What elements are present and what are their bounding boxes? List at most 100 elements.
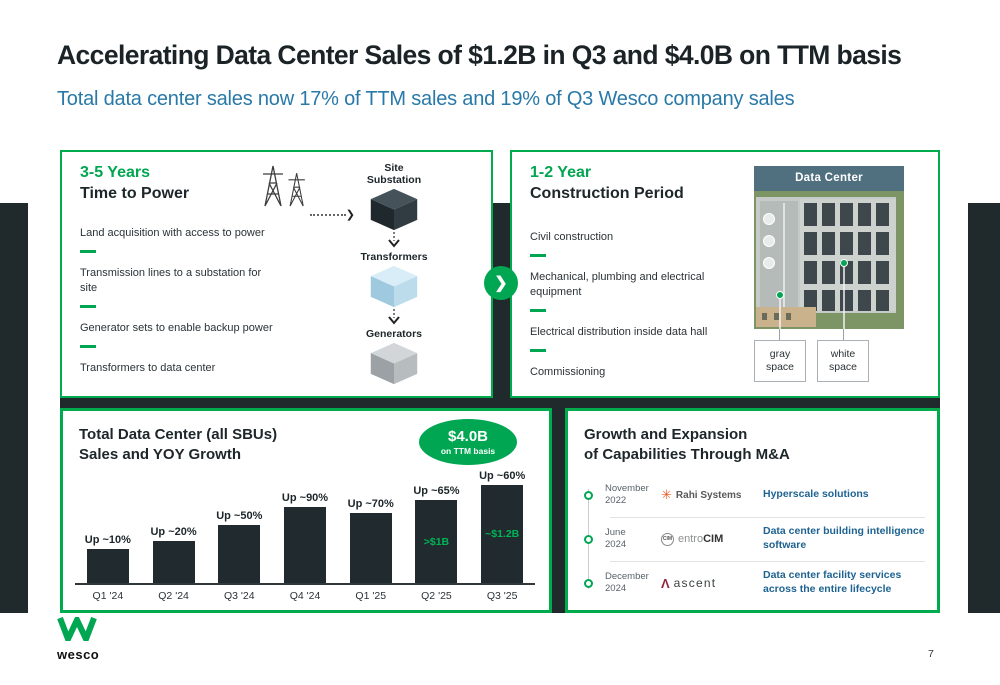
transformers-label: Transformers bbox=[360, 251, 428, 264]
construction-steps: Civil construction Mechanical, plumbing … bbox=[530, 230, 730, 379]
generators-icon bbox=[370, 343, 418, 385]
wesco-logo: wesco bbox=[57, 612, 99, 662]
callout-line bbox=[779, 329, 780, 340]
gray-space-text: gray space bbox=[765, 348, 795, 373]
ascent-mark-icon: Λ bbox=[661, 575, 670, 591]
step-item: Land acquisition with access to power bbox=[80, 227, 265, 239]
panel-sales-chart: Total Data Center (all SBUs) Sales and Y… bbox=[60, 408, 552, 613]
entrocim-logo: CIM entro CIM bbox=[661, 532, 763, 546]
bar bbox=[218, 525, 261, 583]
bar-column: Up ~50% bbox=[206, 510, 272, 583]
growth-label: Up ~10% bbox=[84, 534, 131, 546]
step-divider bbox=[80, 345, 96, 349]
page-number: 7 bbox=[928, 648, 934, 660]
ma-row-entrocim: June 2024 CIM entro CIM Data center build… bbox=[584, 517, 925, 561]
chevron-down-icon bbox=[388, 232, 400, 248]
bar bbox=[86, 549, 129, 583]
ma-date-year: 2024 bbox=[605, 583, 627, 594]
x-axis-label: Q1 '24 bbox=[92, 590, 124, 602]
bar-column: Up ~90% bbox=[272, 492, 338, 583]
data-center-image-header: Data Center bbox=[754, 166, 904, 191]
ttm-badge-value: $4.0B bbox=[447, 427, 489, 445]
growth-label: Up ~50% bbox=[216, 510, 263, 522]
ma-title: Growth and Expansion of Capabilities Thr… bbox=[584, 425, 790, 466]
entrocim-logo-text-light: entro bbox=[678, 533, 704, 545]
time-to-power-steps: Land acquisition with access to power Tr… bbox=[80, 226, 278, 375]
ttm-badge-caption: on TTM basis bbox=[440, 445, 496, 456]
ma-date-month: November bbox=[605, 482, 649, 494]
x-axis-label: Q2 '24 bbox=[158, 590, 189, 602]
ma-date: June 2024 bbox=[605, 527, 661, 552]
bar-column: Up ~70% bbox=[338, 498, 404, 583]
x-axis-label: Q1 '25 bbox=[355, 590, 387, 602]
chart-title-line1: Total Data Center (all SBUs) bbox=[79, 426, 278, 443]
ma-date-year: 2024 bbox=[605, 539, 627, 550]
growth-label: Up ~65% bbox=[413, 485, 460, 497]
white-space-label: white space bbox=[817, 340, 869, 382]
timeline-dot-icon bbox=[584, 534, 593, 544]
bar bbox=[284, 507, 327, 583]
ma-title-line2: of Capabilities Through M&A bbox=[584, 446, 790, 464]
growth-label: Up ~90% bbox=[281, 492, 329, 504]
gray-space-label: gray space bbox=[754, 340, 806, 382]
ma-date: November 2022 bbox=[605, 483, 661, 508]
ascent-logo-text: ascent bbox=[673, 576, 717, 590]
timeline-dot-icon bbox=[584, 578, 593, 588]
bar-annotation: >$1B bbox=[423, 535, 450, 548]
x-axis-labels: Q1 '24 Q2 '24 Q3 '24 Q4 '24 Q1 '25 Q2 '2… bbox=[75, 590, 535, 602]
ma-row-rahi: November 2022 ✳ Rahi Systems Hyperscale … bbox=[584, 473, 925, 517]
growth-label: Up ~70% bbox=[347, 498, 394, 510]
cim-circle-icon: CIM bbox=[661, 532, 674, 546]
page-subtitle: Total data center sales now 17% of TTM s… bbox=[57, 88, 795, 110]
chevron-down-icon bbox=[388, 309, 400, 325]
step-item: Electrical distribution inside data hall bbox=[530, 325, 708, 338]
callout-line bbox=[843, 329, 844, 340]
step-item: Mechanical, plumbing and electrical equi… bbox=[530, 271, 705, 298]
bar-column: Up ~10% bbox=[75, 534, 141, 583]
step-divider bbox=[530, 349, 546, 353]
bar-annotation: ~$1.2B bbox=[485, 528, 520, 540]
construction-duration: 1-2 Year bbox=[530, 164, 592, 181]
transformers-icon bbox=[370, 266, 418, 308]
growth-label: Up ~20% bbox=[150, 526, 197, 538]
site-substation-icon bbox=[370, 188, 418, 231]
x-axis-label: Q2 '25 bbox=[421, 590, 452, 602]
bar: >$1B bbox=[415, 500, 458, 583]
bar-chart: Up ~10% Up ~20% Up ~50% Up ~90% Up ~70% … bbox=[75, 469, 535, 585]
ma-date-month: December bbox=[605, 570, 649, 582]
ma-row-ascent: December 2024 Λ ascent Data center facil… bbox=[584, 561, 925, 605]
timeline-dot-icon bbox=[584, 490, 593, 500]
growth-label: Up ~60% bbox=[479, 470, 526, 482]
panel-construction-period: 1-2 Year Construction Period Civil const… bbox=[510, 150, 940, 398]
chevron-right-glyph: ❯ bbox=[494, 275, 508, 292]
step-divider bbox=[530, 308, 546, 312]
ascent-logo: Λ ascent bbox=[661, 576, 763, 591]
ma-date-month: June bbox=[605, 526, 626, 538]
step-item: Generator sets to enable backup power bbox=[80, 321, 273, 334]
generators-label: Generators bbox=[365, 328, 423, 341]
bar: ~$1.2B bbox=[481, 485, 524, 583]
ma-timeline: November 2022 ✳ Rahi Systems Hyperscale … bbox=[584, 473, 925, 605]
bar-column: Up ~65% >$1B bbox=[404, 485, 470, 583]
bar-column: Up ~60% ~$1.2B bbox=[469, 470, 535, 583]
site-substation-label: Site Substation bbox=[366, 162, 422, 187]
ma-description: Data center building intelligence softwa… bbox=[763, 525, 925, 551]
step-item: Civil construction bbox=[530, 231, 614, 243]
next-step-chevron-icon: ❯ bbox=[484, 266, 518, 300]
step-item: Transmission lines to a substation for s… bbox=[80, 267, 262, 294]
wesco-w-mark-icon bbox=[57, 612, 97, 647]
ma-description: Data center facility services across the… bbox=[763, 569, 902, 595]
step-divider bbox=[530, 254, 546, 258]
bar bbox=[349, 513, 392, 583]
rahi-systems-logo: ✳ Rahi Systems bbox=[661, 487, 763, 503]
panel-ma-growth: Growth and Expansion of Capabilities Thr… bbox=[565, 408, 940, 613]
time-to-power-heading: Time to Power bbox=[80, 185, 190, 202]
transmission-towers-icon bbox=[260, 162, 316, 213]
chart-title: Total Data Center (all SBUs) Sales and Y… bbox=[79, 425, 277, 466]
ma-date: December 2024 bbox=[605, 571, 661, 596]
entrocim-logo-text-bold: CIM bbox=[703, 533, 724, 545]
right-gutter bbox=[940, 203, 968, 613]
white-space-text: white space bbox=[828, 348, 858, 373]
step-divider bbox=[80, 304, 96, 308]
